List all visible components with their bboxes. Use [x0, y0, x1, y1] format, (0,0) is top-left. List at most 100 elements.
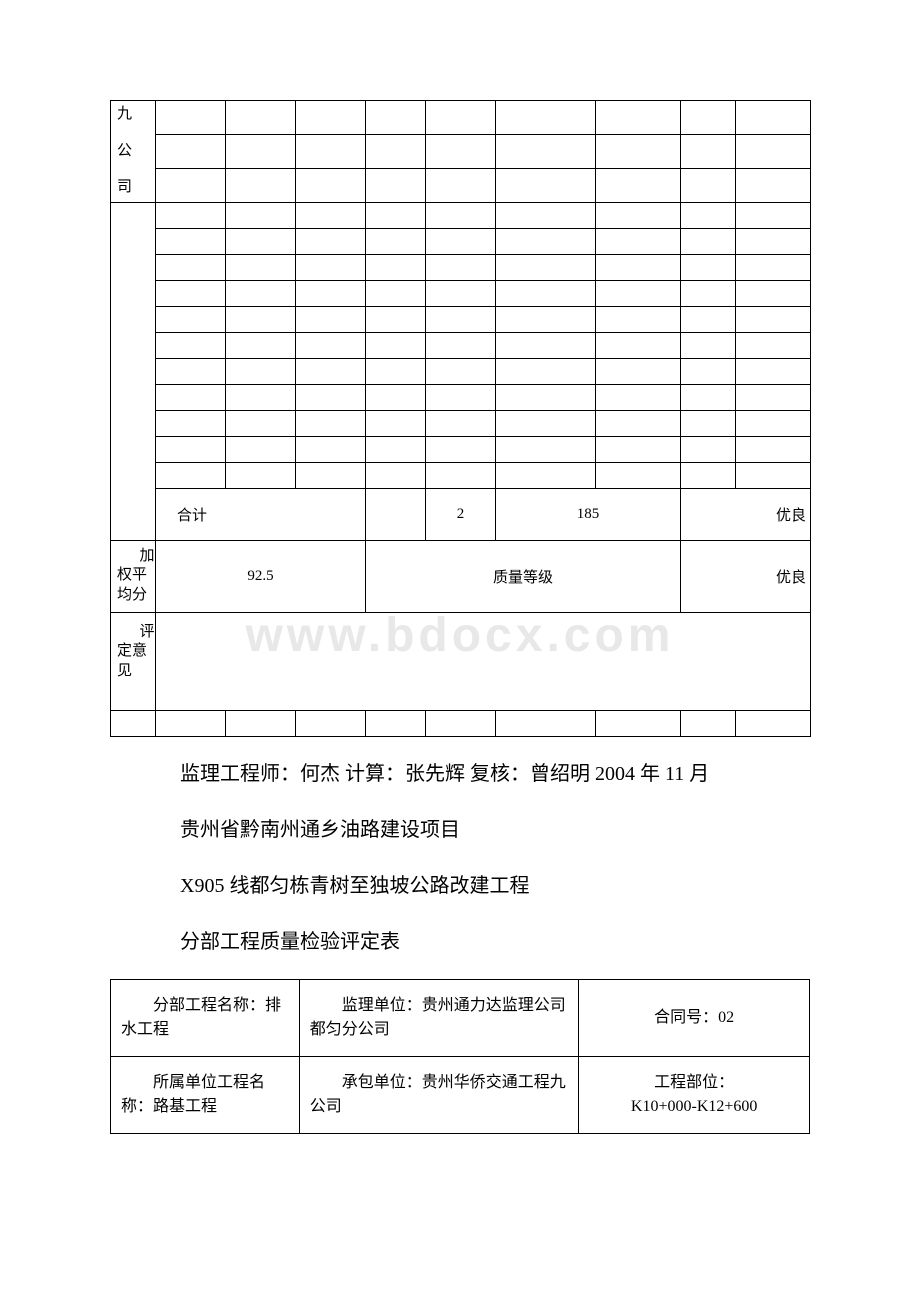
- cell: [736, 462, 811, 488]
- cell: [496, 280, 596, 306]
- quality-evaluation-table: 九 公 司: [110, 100, 811, 737]
- cell: [366, 436, 426, 462]
- cell: [366, 384, 426, 410]
- cell: [681, 332, 736, 358]
- document-page: 九 公 司: [0, 0, 920, 1194]
- cell: [156, 410, 226, 436]
- cell: [736, 710, 811, 736]
- cell: [366, 358, 426, 384]
- cell: [296, 134, 366, 168]
- cell: [736, 228, 811, 254]
- cell: [496, 254, 596, 280]
- cell: [226, 280, 296, 306]
- cell: [736, 280, 811, 306]
- t2-r2c3-l1: 工程部位：: [654, 1074, 734, 1091]
- cell: [596, 202, 681, 228]
- cell: [681, 462, 736, 488]
- cell: [736, 358, 811, 384]
- cell: [681, 358, 736, 384]
- cell: [596, 168, 681, 202]
- cell: [226, 332, 296, 358]
- eval-content: [156, 612, 811, 710]
- cell: [111, 710, 156, 736]
- cell: [681, 101, 736, 135]
- sum-label: 合计: [156, 488, 366, 540]
- cell: [736, 254, 811, 280]
- cell: [296, 101, 366, 135]
- cell: [681, 384, 736, 410]
- cell: [366, 168, 426, 202]
- cell: [496, 101, 596, 135]
- cell: [226, 168, 296, 202]
- cell: [596, 436, 681, 462]
- cell: [496, 710, 596, 736]
- cell: [736, 410, 811, 436]
- cell: [296, 228, 366, 254]
- vh-char: 公: [117, 142, 149, 162]
- cell: [496, 134, 596, 168]
- cell: [596, 134, 681, 168]
- cell: [226, 358, 296, 384]
- cell: [426, 462, 496, 488]
- cell: [681, 228, 736, 254]
- cell: [366, 202, 426, 228]
- cell: [296, 168, 366, 202]
- cell: [496, 462, 596, 488]
- cell: [596, 358, 681, 384]
- cell: [366, 101, 426, 135]
- cell: [681, 436, 736, 462]
- cell: [366, 254, 426, 280]
- eval-label: 评定意见: [111, 612, 156, 710]
- cell: [426, 134, 496, 168]
- quality-grade-value: 优良: [681, 540, 811, 612]
- t2-r1c1: 分部工程名称：排水工程: [111, 979, 300, 1056]
- cell: [426, 410, 496, 436]
- cell: [156, 101, 226, 135]
- cell: [596, 101, 681, 135]
- cell: [366, 134, 426, 168]
- cell: [426, 358, 496, 384]
- cell: [736, 101, 811, 135]
- cell: [736, 168, 811, 202]
- cell: [426, 228, 496, 254]
- cell: [426, 202, 496, 228]
- cell: [156, 384, 226, 410]
- project-info-table: 分部工程名称：排水工程 监理单位：贵州通力达监理公司都匀分公司 合同号：02 所…: [110, 979, 810, 1134]
- cell: [681, 134, 736, 168]
- cell: [366, 710, 426, 736]
- left-merge-blank: [111, 202, 156, 540]
- cell: [296, 280, 366, 306]
- t2-r2c2: 承包单位：贵州华侨交通工程九公司: [299, 1056, 579, 1133]
- cell: [296, 358, 366, 384]
- cell: [426, 436, 496, 462]
- weighted-value: 92.5: [156, 540, 366, 612]
- cell: [681, 280, 736, 306]
- cell: [426, 384, 496, 410]
- project-name-line: 贵州省黔南州通乡油路建设项目: [110, 811, 810, 849]
- cell: [736, 202, 811, 228]
- cell: [226, 410, 296, 436]
- cell: [156, 306, 226, 332]
- sum-v3: 优良: [681, 488, 811, 540]
- cell: [736, 306, 811, 332]
- cell: [426, 254, 496, 280]
- cell: [496, 168, 596, 202]
- cell: [156, 358, 226, 384]
- cell: [736, 134, 811, 168]
- cell: [596, 710, 681, 736]
- cell: [366, 488, 426, 540]
- cell: [226, 134, 296, 168]
- cell: [426, 306, 496, 332]
- cell: [366, 228, 426, 254]
- cell: [596, 384, 681, 410]
- vertical-header: 九 公 司: [111, 101, 156, 203]
- cell: [596, 306, 681, 332]
- form-title-line: 分部工程质量检验评定表: [110, 923, 810, 961]
- t2-r2c1: 所属单位工程名称：路基工程: [111, 1056, 300, 1133]
- cell: [596, 462, 681, 488]
- t2-r1c3: 合同号：02: [579, 979, 810, 1056]
- cell: [681, 710, 736, 736]
- cell: [226, 254, 296, 280]
- cell: [296, 332, 366, 358]
- cell: [736, 436, 811, 462]
